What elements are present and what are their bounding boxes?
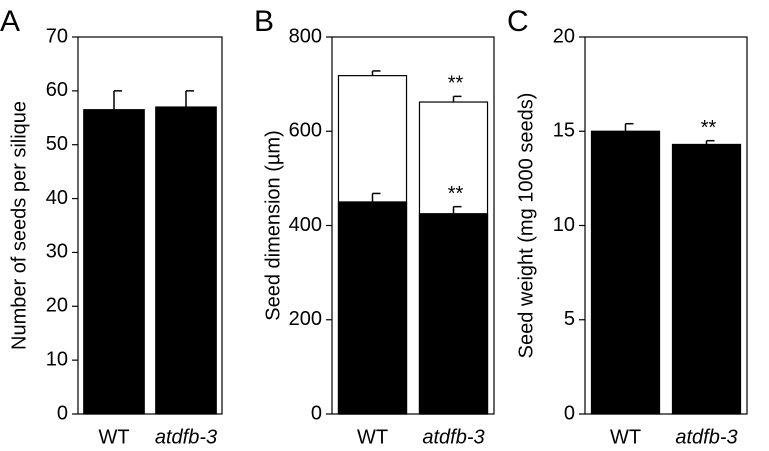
bar bbox=[155, 106, 217, 415]
x-tick-label: WT bbox=[98, 426, 129, 448]
panel-letter: C bbox=[507, 5, 529, 38]
y-tick-label: 50 bbox=[46, 133, 68, 155]
bar bbox=[418, 213, 489, 415]
x-tick-label: atdfb-3 bbox=[422, 426, 484, 448]
y-tick-label: 30 bbox=[46, 241, 68, 263]
bar bbox=[590, 130, 661, 415]
y-tick-label: 20 bbox=[553, 25, 575, 47]
y-tick-label: 5 bbox=[564, 308, 575, 330]
y-tick-label: 800 bbox=[289, 25, 322, 47]
plot-frame bbox=[331, 36, 495, 415]
y-tick-label: 40 bbox=[46, 187, 68, 209]
x-tick-label: atdfb-3 bbox=[675, 426, 737, 448]
x-tick-label: WT bbox=[610, 426, 641, 448]
y-tick-label: 0 bbox=[564, 402, 575, 424]
y-tick-label: 0 bbox=[57, 402, 68, 424]
significance-mark: ** bbox=[448, 73, 464, 95]
y-axis-label: Number of seeds per silique bbox=[8, 101, 30, 350]
y-tick-label: 600 bbox=[289, 120, 322, 142]
panel-letter: B bbox=[254, 5, 274, 38]
x-tick-label: atdfb-3 bbox=[155, 426, 217, 448]
y-tick-label: 15 bbox=[553, 120, 575, 142]
bar bbox=[671, 143, 742, 415]
significance-mark: ** bbox=[448, 183, 464, 205]
panel-letter: A bbox=[0, 5, 20, 38]
y-axis-label: Seed weight (mg 1000 seeds) bbox=[515, 93, 537, 359]
y-axis-label: Seed dimension (µm) bbox=[262, 130, 284, 321]
plot-frame bbox=[77, 36, 223, 415]
y-tick-label: 400 bbox=[289, 214, 322, 236]
bar bbox=[83, 109, 145, 415]
x-tick-label: WT bbox=[357, 426, 388, 448]
y-tick-label: 20 bbox=[46, 295, 68, 317]
y-tick-label: 200 bbox=[289, 308, 322, 330]
plot-frame bbox=[584, 36, 748, 415]
significance-mark: ** bbox=[701, 117, 717, 139]
y-tick-label: 10 bbox=[46, 348, 68, 370]
y-tick-label: 0 bbox=[311, 402, 322, 424]
y-tick-label: 60 bbox=[46, 79, 68, 101]
bar bbox=[337, 201, 408, 415]
y-tick-label: 70 bbox=[46, 25, 68, 47]
y-tick-label: 10 bbox=[553, 214, 575, 236]
